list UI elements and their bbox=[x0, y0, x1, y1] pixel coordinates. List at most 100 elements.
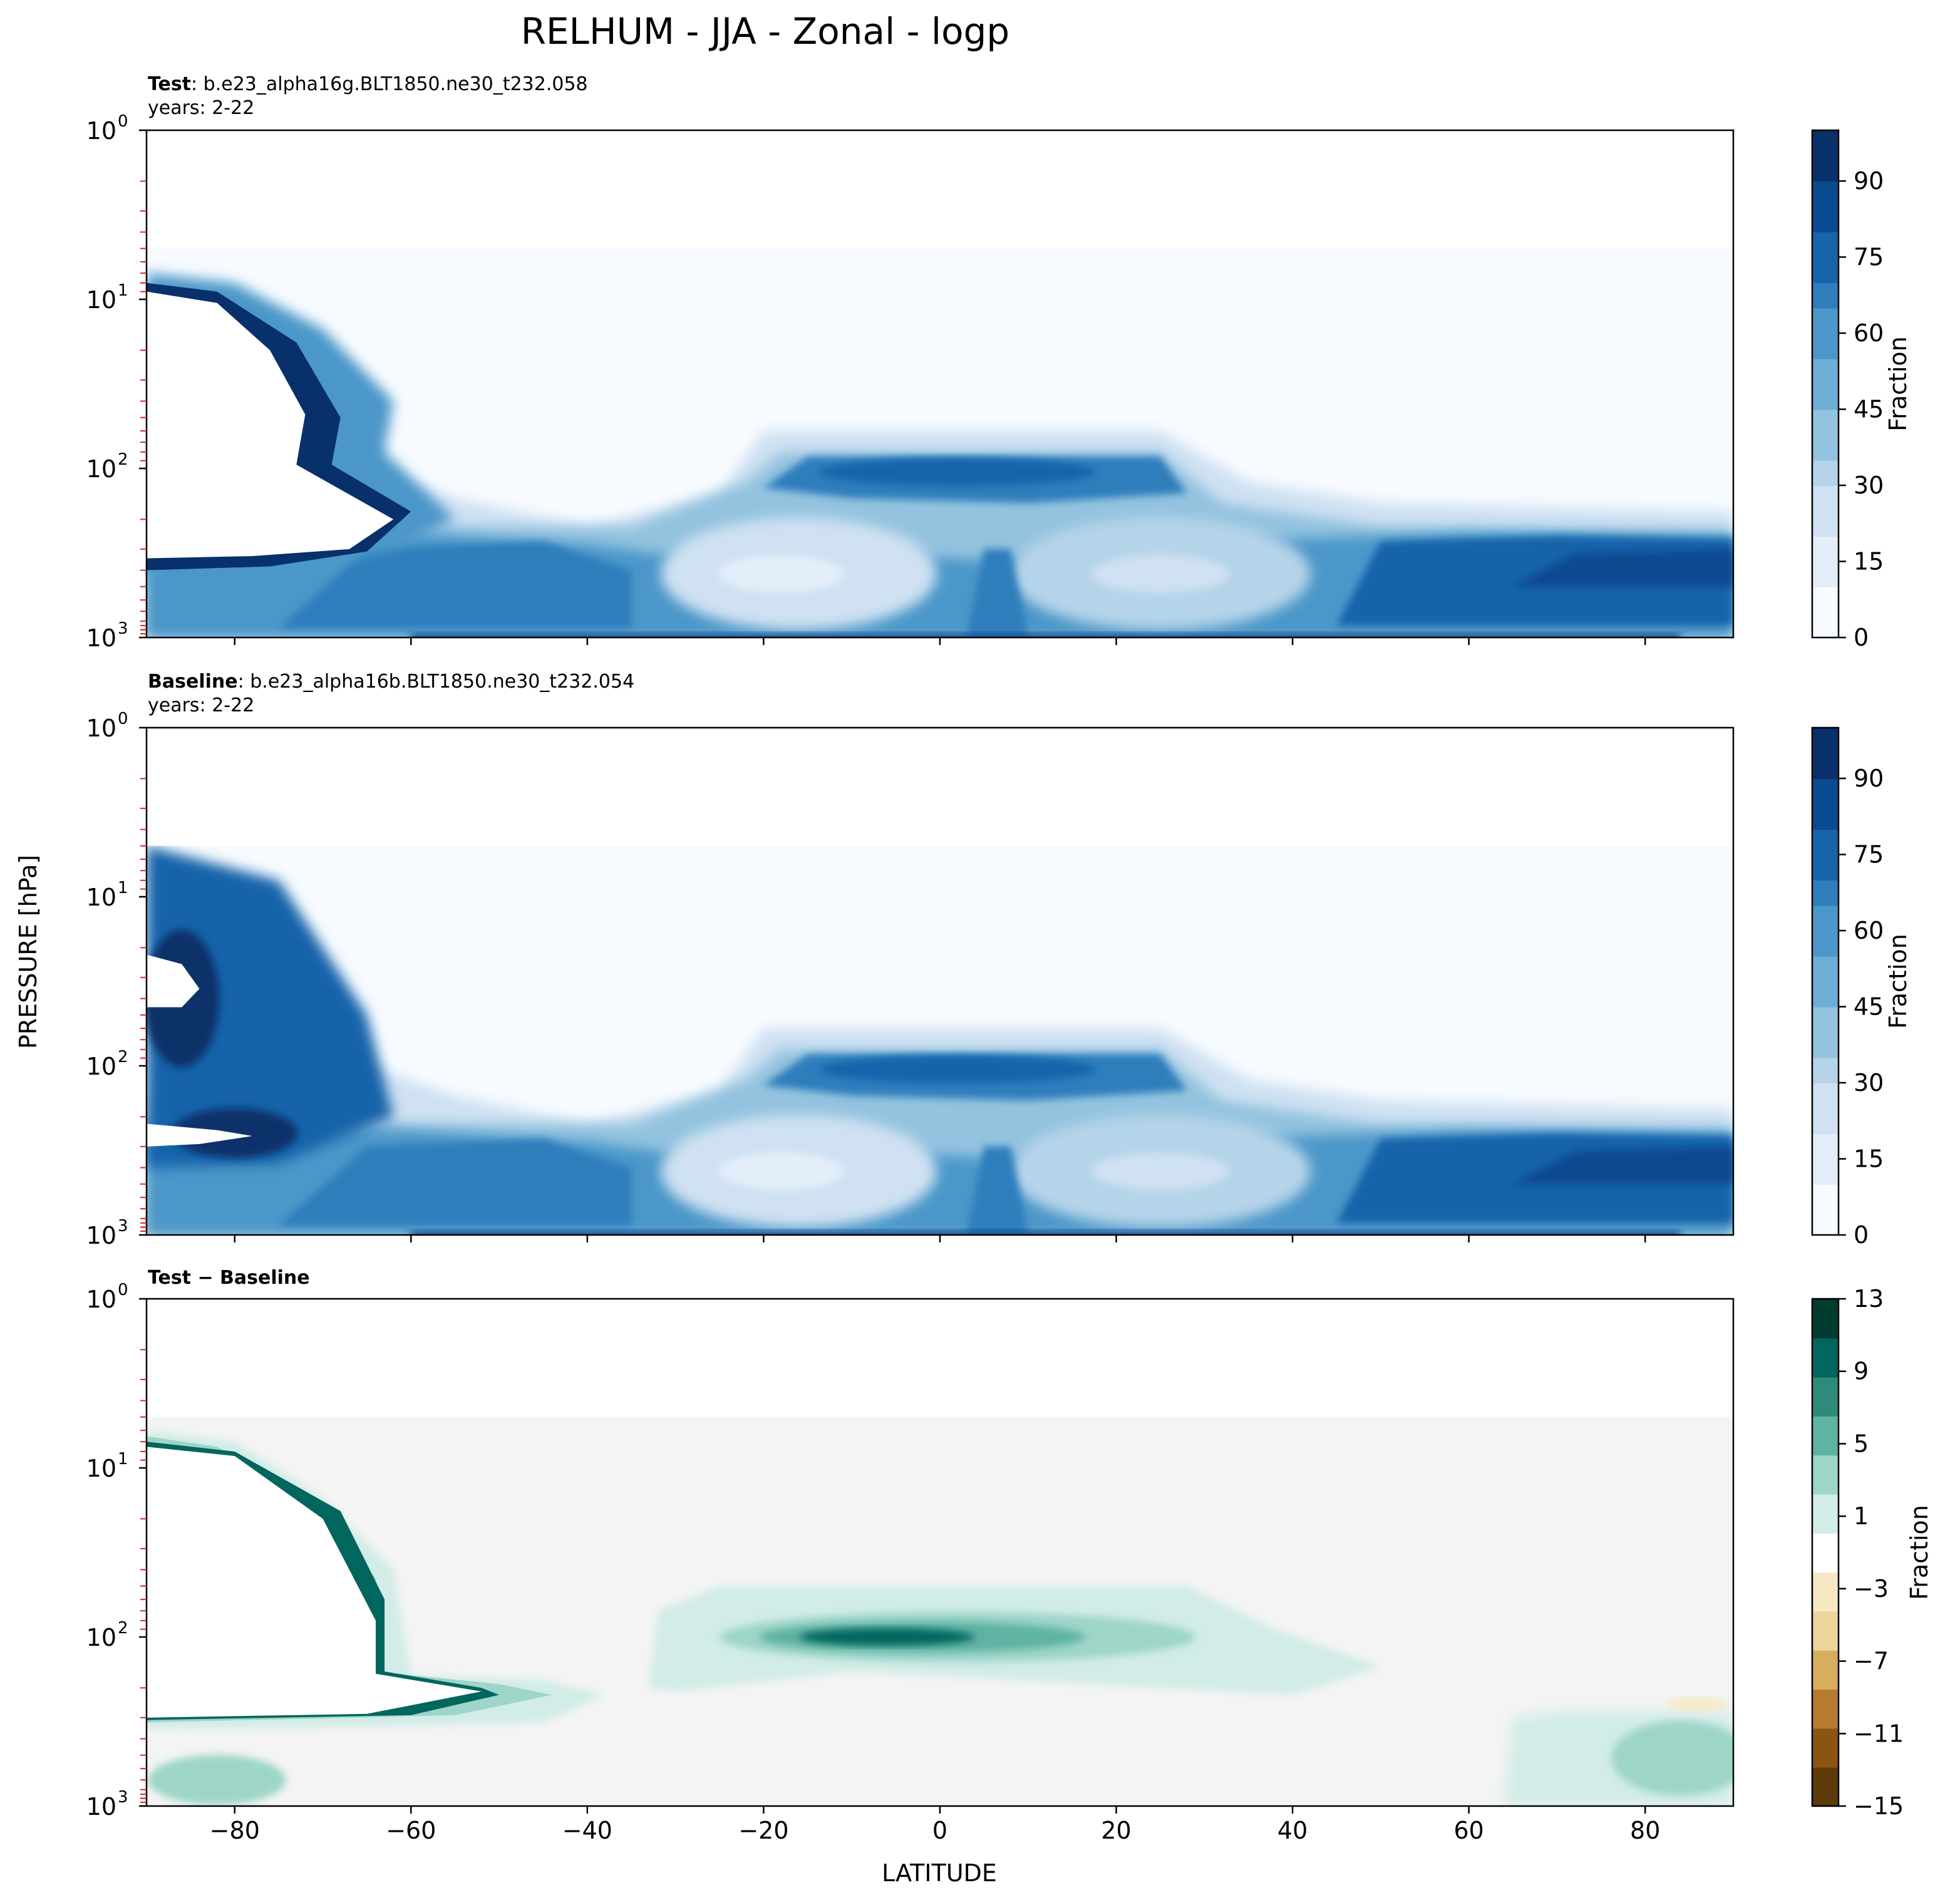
colorbar-segment bbox=[1812, 1728, 1839, 1768]
field-north-core bbox=[1513, 1146, 1733, 1184]
field-north-core bbox=[1513, 549, 1733, 587]
colorbar-tick-label: 0 bbox=[1854, 624, 1869, 651]
colorbar-segment bbox=[1812, 587, 1839, 613]
field-upper-core bbox=[820, 1055, 1096, 1083]
field-dry-north-core bbox=[1091, 555, 1229, 593]
colorbar-segment bbox=[1812, 1057, 1839, 1083]
colorbar-tick-label: 15 bbox=[1854, 548, 1884, 576]
field-dry-south-core bbox=[718, 555, 844, 593]
colorbar-segment bbox=[1812, 1689, 1839, 1729]
y-tick-label: 10 bbox=[86, 455, 116, 483]
colorbar-segment bbox=[1812, 981, 1839, 1008]
colorbar-tick-label: 9 bbox=[1854, 1358, 1869, 1385]
colorbar-segment bbox=[1812, 1611, 1839, 1651]
colorbar-segment bbox=[1812, 753, 1839, 779]
colorbar-segment bbox=[1812, 307, 1839, 334]
colorbar-segment bbox=[1812, 1532, 1839, 1573]
y-tick-exponent: 3 bbox=[118, 619, 128, 638]
y-tick-exponent: 2 bbox=[118, 450, 128, 469]
field-south-band bbox=[279, 541, 632, 629]
colorbar-segment bbox=[1812, 485, 1839, 512]
colorbar-segment bbox=[1812, 206, 1839, 232]
field-itcz bbox=[966, 549, 1028, 638]
panel-years: years: 2-22 bbox=[148, 694, 254, 716]
colorbar-segment bbox=[1812, 460, 1839, 486]
colorbar-frame bbox=[1811, 129, 1840, 639]
panel-title: Baseline: b.e23_alpha16b.BLT1850.ne30_t2… bbox=[148, 671, 634, 693]
colorbar-segment bbox=[1812, 931, 1839, 957]
field-missing-region bbox=[147, 954, 200, 1008]
colorbar-segment bbox=[1812, 1133, 1839, 1160]
colorbar-segment bbox=[1812, 1338, 1839, 1378]
colorbar-tick-label: 45 bbox=[1854, 396, 1884, 423]
colorbar-segment bbox=[1812, 409, 1839, 435]
colorbar-segment bbox=[1812, 1376, 1839, 1417]
colorbar-segment bbox=[1812, 778, 1839, 805]
field-itcz bbox=[966, 1146, 1028, 1235]
colorbar-segment bbox=[1812, 829, 1839, 855]
panel-title: Test: b.e23_alpha16g.BLT1850.ne30_t232.0… bbox=[148, 73, 588, 95]
diff-missing-region bbox=[147, 1447, 482, 1718]
colorbar: −15 −11 −7 −3 1 5 9 13 Fraction bbox=[1811, 1285, 1933, 1820]
x-tick-label: −20 bbox=[738, 1817, 788, 1844]
colorbar-tick-label: 90 bbox=[1854, 167, 1884, 195]
colorbar-segment bbox=[1812, 536, 1839, 562]
panel-title-bold: Baseline bbox=[148, 671, 238, 693]
y-tick-exponent: 3 bbox=[118, 1217, 128, 1236]
y-tick-label: 10 bbox=[86, 1286, 116, 1313]
panel-title-case: : b.e23_alpha16g.BLT1850.ne30_t232.058 bbox=[191, 73, 588, 95]
y-axis-label: PRESSURE [hPa] bbox=[14, 855, 42, 1049]
field-missing-region bbox=[147, 291, 394, 559]
field-surface-line bbox=[411, 633, 1681, 638]
y-tick-exponent: 0 bbox=[118, 112, 128, 131]
x-tick-label: 40 bbox=[1277, 1817, 1308, 1844]
colorbar-tick-label: 60 bbox=[1854, 917, 1884, 944]
colorbar-tick-label: 1 bbox=[1854, 1502, 1869, 1530]
y-tick-label: 10 bbox=[86, 884, 116, 911]
colorbar-segment bbox=[1812, 333, 1839, 359]
colorbar-segment bbox=[1812, 384, 1839, 410]
field-surface-line bbox=[411, 1231, 1681, 1235]
diff-no-data bbox=[147, 1299, 1733, 1417]
colorbar-segment bbox=[1812, 880, 1839, 906]
colorbar-segment bbox=[1812, 1209, 1839, 1236]
colorbar-tick-label: 13 bbox=[1854, 1285, 1884, 1313]
colorbar: 0 15 30 45 60 75 90 Fraction bbox=[1811, 726, 1912, 1249]
panel-years: years: 2-22 bbox=[148, 97, 254, 119]
panel-title-bold: Test bbox=[148, 73, 191, 95]
diff-arctic-negative bbox=[1666, 1698, 1730, 1711]
diff-tropics-4 bbox=[799, 1628, 975, 1646]
y-tick-exponent: 2 bbox=[118, 1619, 128, 1638]
colorbar-segment bbox=[1812, 181, 1839, 207]
colorbar-segment bbox=[1812, 561, 1839, 587]
colorbar-segment bbox=[1812, 1455, 1839, 1495]
field-no-data bbox=[147, 728, 1733, 846]
colorbar-segment bbox=[1812, 358, 1839, 385]
colorbar-tick-label: 60 bbox=[1854, 319, 1884, 347]
panel-title-bold: Test − Baseline bbox=[148, 1267, 310, 1289]
colorbar-tick-label: 45 bbox=[1854, 993, 1884, 1021]
panel-title-case: : b.e23_alpha16b.BLT1850.ne30_t232.054 bbox=[238, 671, 635, 693]
contour-field bbox=[147, 130, 1733, 638]
colorbar-segment bbox=[1812, 1006, 1839, 1033]
colorbar-tick-label: 15 bbox=[1854, 1145, 1884, 1173]
field-upper-core bbox=[820, 458, 1096, 486]
colorbar-tick-label: 75 bbox=[1854, 841, 1884, 869]
colorbar-label: Fraction bbox=[1906, 1505, 1933, 1600]
field-missing-region-lower bbox=[147, 1123, 252, 1147]
x-tick-label: −80 bbox=[210, 1817, 260, 1844]
y-tick-exponent: 1 bbox=[118, 1450, 128, 1469]
y-tick-label: 10 bbox=[86, 1793, 116, 1820]
colorbar-segment bbox=[1812, 155, 1839, 182]
colorbar-segment bbox=[1812, 854, 1839, 880]
contour-field bbox=[147, 1299, 1733, 1806]
y-tick-label: 10 bbox=[86, 117, 116, 145]
x-tick-label: 20 bbox=[1101, 1817, 1131, 1844]
y-tick-label: 10 bbox=[86, 715, 116, 742]
colorbar-frame bbox=[1811, 1298, 1840, 1807]
contour-field bbox=[147, 728, 1733, 1235]
